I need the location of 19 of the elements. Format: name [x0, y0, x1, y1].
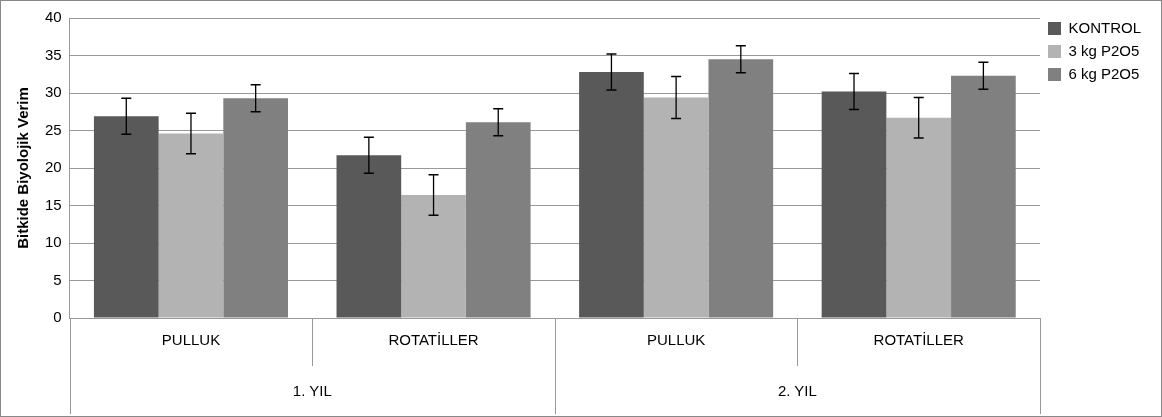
y-tick-label: 35	[45, 45, 62, 63]
x-tick-label: PULLUK	[646, 331, 706, 349]
x-tick-label: ROTATİLLER	[388, 331, 479, 349]
text: 2. YIL	[777, 382, 817, 400]
legend-label: KONTROL	[1068, 18, 1142, 36]
y-tick-label: 15	[45, 195, 62, 213]
x-tick-label: ROTATİLLER	[873, 331, 965, 349]
text: 1. YIL	[292, 382, 332, 400]
legend-label: 3 kg P2O5	[1068, 41, 1140, 59]
legend-label: 6 kg P2O5	[1068, 64, 1140, 82]
x-tick-label: PULLUK	[161, 331, 221, 349]
y-tick-label: 20	[45, 158, 62, 176]
y-tick-label: 0	[53, 308, 62, 326]
y-tick-label: 5	[53, 270, 62, 288]
y-axis-title: Bitkide Biyolojik Verim	[14, 87, 32, 249]
y-tick-label: 25	[45, 120, 62, 138]
y-tick-label: 10	[45, 233, 62, 251]
y-tick-label: 40	[45, 8, 62, 26]
y-tick-label: 30	[45, 83, 62, 101]
